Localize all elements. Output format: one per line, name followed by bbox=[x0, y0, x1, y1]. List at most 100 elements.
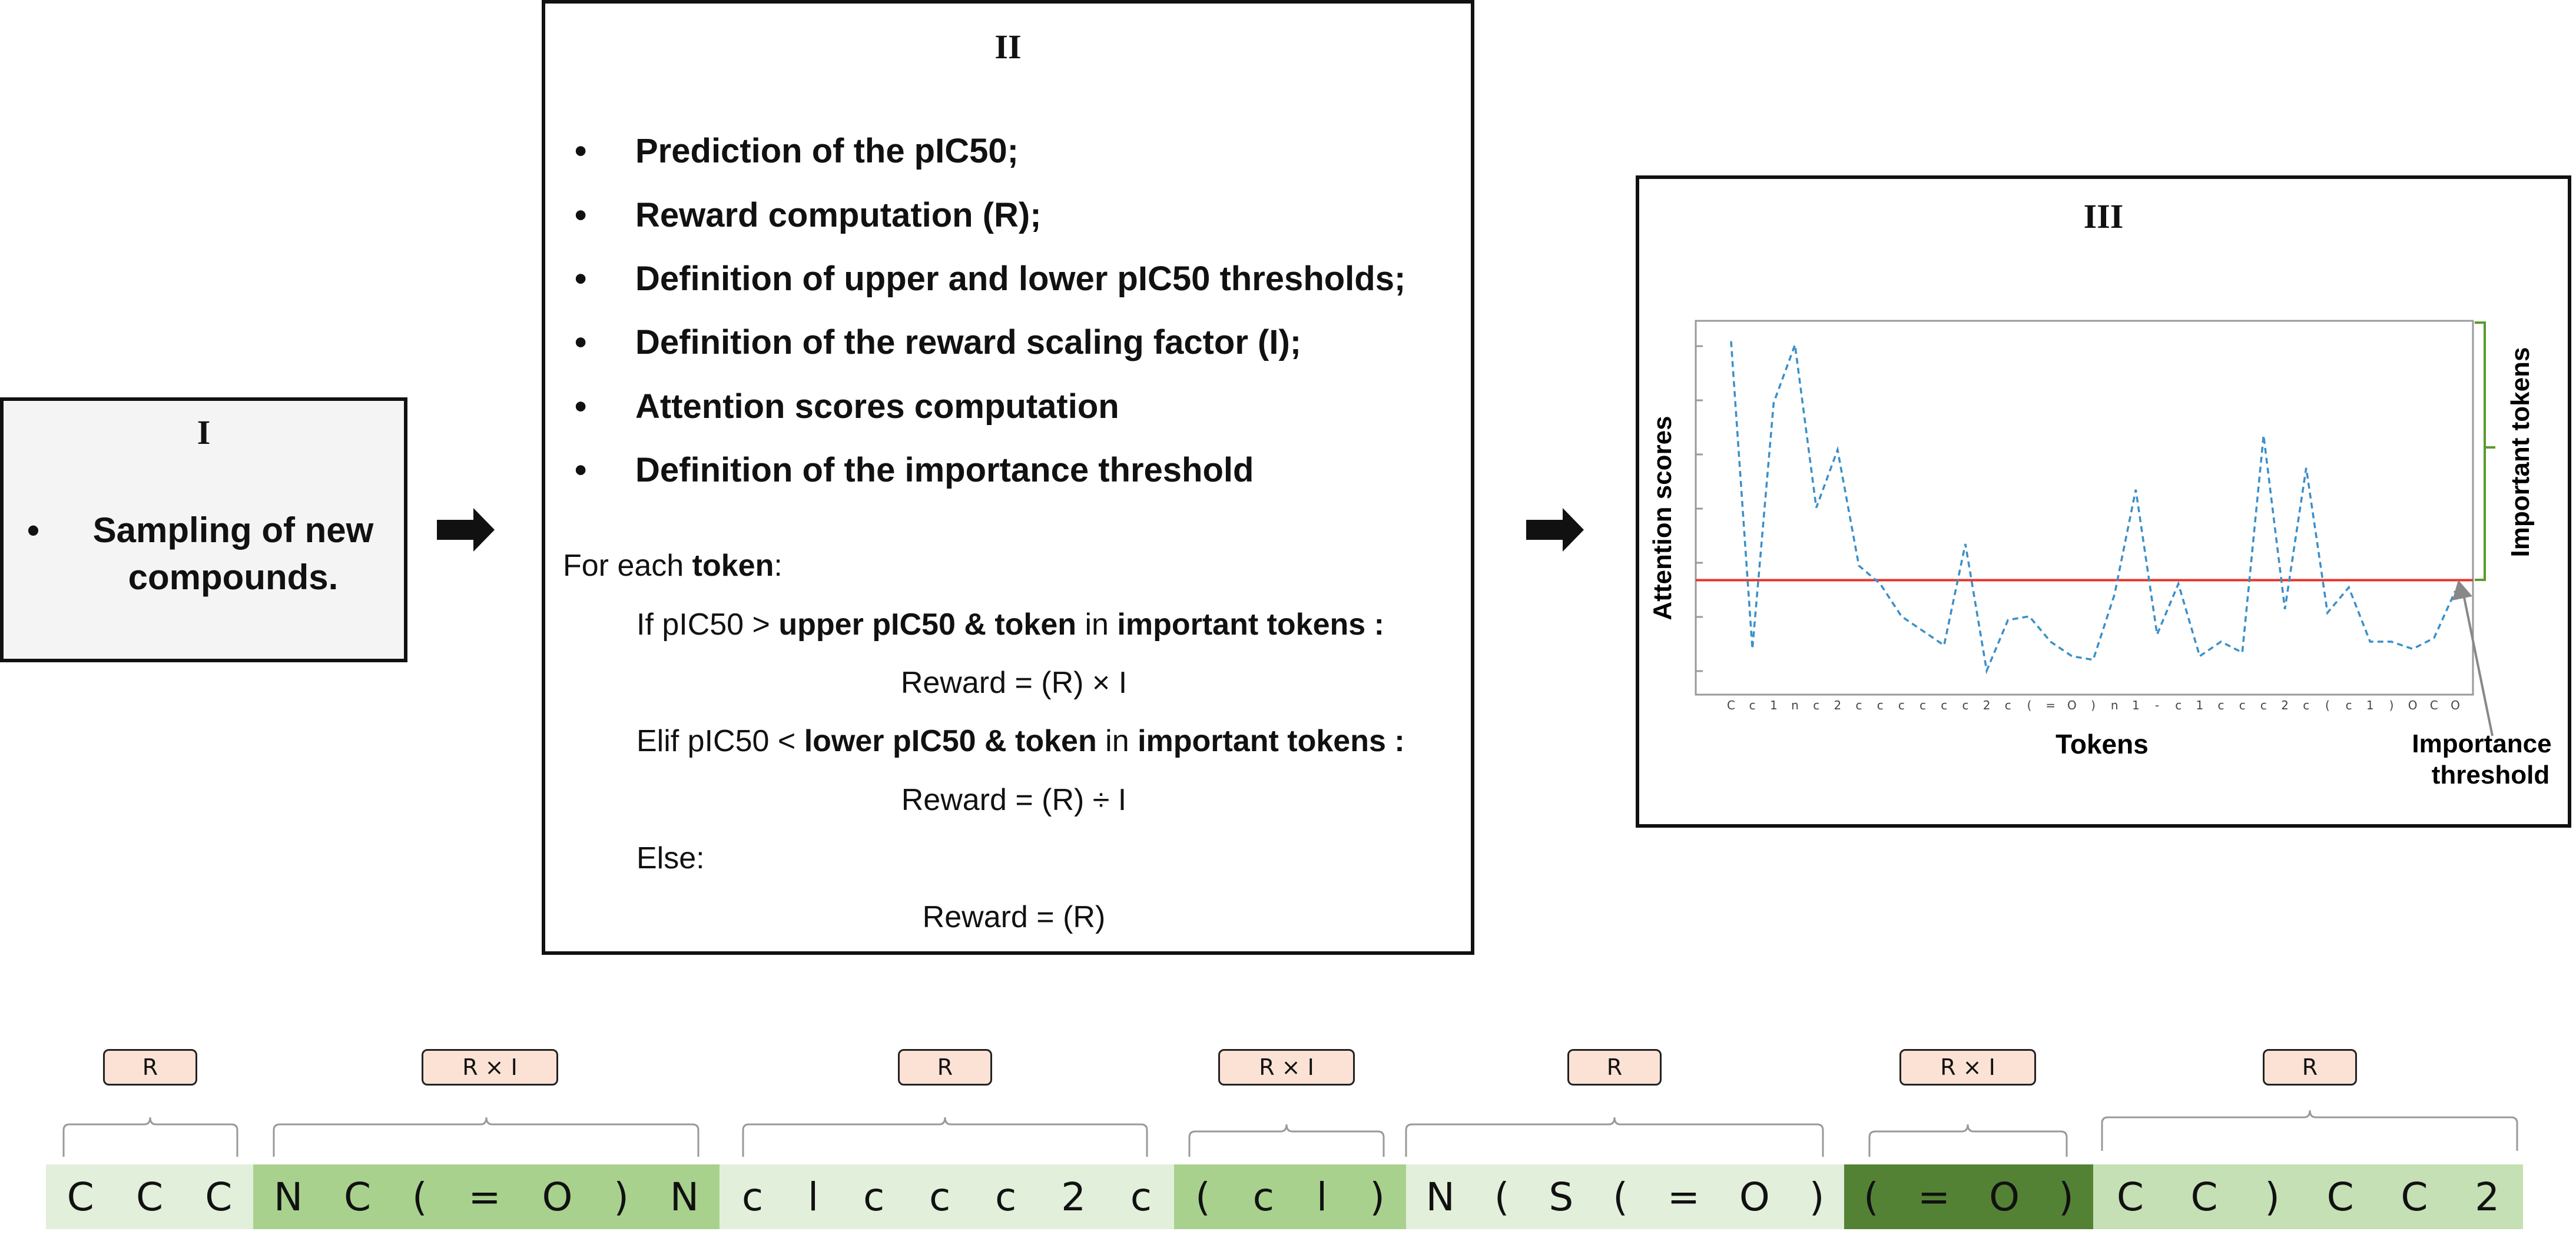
x-tick-label: c bbox=[2303, 698, 2309, 712]
x-tick-label: c bbox=[2239, 698, 2246, 712]
sequence-token: l bbox=[807, 1174, 819, 1220]
sequence-token: ) bbox=[2265, 1174, 2280, 1220]
sequence-token: = bbox=[1917, 1174, 1951, 1220]
x-tick-label: ( bbox=[2325, 698, 2330, 712]
y-ticks bbox=[1696, 345, 1703, 672]
x-tick-label: c bbox=[1749, 698, 1756, 712]
attention-series-line bbox=[1730, 341, 2456, 675]
reward-divide-line: Reward = (R) ÷ I bbox=[901, 783, 1127, 817]
threshold-pointer-arrow bbox=[2461, 588, 2494, 736]
sequence-token: c bbox=[863, 1174, 885, 1220]
x-tick-label: ) bbox=[2389, 698, 2394, 712]
reward-label: R bbox=[2263, 1049, 2357, 1086]
x-tick-label: c bbox=[1941, 698, 1947, 712]
x-tick-label: 1 bbox=[2196, 698, 2204, 712]
sequence-token: = bbox=[1667, 1174, 1700, 1220]
panel-2-numeral: II bbox=[994, 28, 1022, 66]
sequence-segment: (= O) bbox=[1844, 1164, 2093, 1229]
sequence-token: O bbox=[542, 1174, 573, 1220]
important-tokens-bracket bbox=[2475, 321, 2495, 581]
sequence-token: c bbox=[1130, 1174, 1152, 1220]
sequence-token: C bbox=[2116, 1174, 2144, 1220]
sequence-token: ) bbox=[1809, 1174, 1825, 1220]
sequence-token: C bbox=[344, 1174, 372, 1220]
for-each-line: For each token: bbox=[563, 549, 783, 583]
sequence-token: N bbox=[1425, 1174, 1455, 1220]
x-tick-label: c bbox=[1856, 698, 1862, 712]
brace bbox=[1868, 1124, 2068, 1157]
sequence-token: C bbox=[135, 1174, 164, 1220]
x-tick-label: 1 bbox=[2366, 698, 2374, 712]
importance-threshold-label-2: threshold bbox=[2432, 761, 2550, 789]
x-tick-label: n bbox=[1791, 698, 1799, 712]
x-tick-label: O bbox=[2408, 698, 2418, 712]
x-tick-label: c bbox=[1877, 698, 1884, 712]
sequence-token: c bbox=[741, 1174, 764, 1220]
x-tick-label: 1 bbox=[2132, 698, 2140, 712]
x-tick-label: - bbox=[2155, 698, 2159, 712]
sequence-token: ) bbox=[1370, 1174, 1385, 1220]
panel-3-numeral: III bbox=[2083, 197, 2124, 235]
x-tick-label: ( bbox=[2027, 698, 2032, 712]
x-tick-label: c bbox=[2260, 698, 2267, 712]
importance-threshold-label-1: Importance bbox=[2412, 729, 2551, 758]
sequence-token: l bbox=[1316, 1174, 1328, 1220]
x-axis-label: Tokens bbox=[2056, 729, 2149, 759]
sequence-token: 2 bbox=[2475, 1174, 2500, 1220]
important-tokens-label: Important tokens bbox=[2506, 347, 2535, 557]
sequence-token: c bbox=[995, 1174, 1017, 1220]
panel-1-numeral: I bbox=[197, 413, 211, 452]
sequence-token: C bbox=[2326, 1174, 2354, 1220]
x-tick-label: c bbox=[2175, 698, 2182, 712]
sequence-token: c bbox=[1252, 1174, 1274, 1220]
panel-sampling: I • Sampling of new compounds. bbox=[0, 397, 407, 662]
x-tick-label: C bbox=[2430, 698, 2438, 712]
x-tick-label: c bbox=[1813, 698, 1819, 712]
bullet: • bbox=[27, 510, 40, 550]
x-tick-label: c bbox=[2346, 698, 2352, 712]
x-tick-label: n bbox=[2111, 698, 2119, 712]
sequence-token: C bbox=[67, 1174, 94, 1220]
reward-plain-line: Reward = (R) bbox=[922, 900, 1106, 934]
x-tick-label: O bbox=[2067, 698, 2077, 712]
sequence-token: N bbox=[273, 1174, 303, 1220]
x-tick-label: ) bbox=[2091, 698, 2096, 712]
brace bbox=[2101, 1110, 2518, 1151]
sequence-token: ( bbox=[1195, 1174, 1211, 1220]
sequence-token: N bbox=[669, 1174, 699, 1220]
sequence-token: C bbox=[2190, 1174, 2218, 1220]
right-arrow-icon bbox=[1526, 508, 1584, 552]
sequence-segment: N C(= O) N bbox=[253, 1164, 720, 1229]
brace bbox=[273, 1117, 699, 1157]
reward-label: R bbox=[1567, 1049, 1662, 1086]
sequence-token: ( bbox=[1864, 1174, 1879, 1220]
arrowhead-icon bbox=[2452, 580, 2472, 600]
sequence-token: ) bbox=[614, 1174, 629, 1220]
sequence-token: S bbox=[1549, 1174, 1574, 1220]
x-tick-label: 2 bbox=[1983, 698, 1991, 712]
brace bbox=[742, 1117, 1148, 1157]
sequence-token: ( bbox=[412, 1174, 427, 1220]
x-tick-label: 1 bbox=[1770, 698, 1778, 712]
sequence-token: ( bbox=[1494, 1174, 1510, 1220]
sequence-token: O bbox=[1739, 1174, 1770, 1220]
sequence-token: ) bbox=[2058, 1174, 2074, 1220]
panel-procedure: II • Prediction of the pIC50; • Reward com… bbox=[542, 0, 1474, 955]
reward-label: R bbox=[103, 1049, 197, 1086]
x-tick-label: C bbox=[1727, 698, 1735, 712]
brace bbox=[62, 1117, 238, 1157]
sequence-token: 2 bbox=[1061, 1174, 1086, 1220]
x-tick-label: O bbox=[2451, 698, 2460, 712]
x-tick-label: = bbox=[2045, 698, 2056, 712]
right-arrow-icon bbox=[437, 508, 495, 552]
panel-1-text: Sampling of new compounds. bbox=[92, 510, 374, 597]
reward-label: R × I bbox=[422, 1049, 558, 1086]
reward-multiply-line: Reward = (R) × I bbox=[900, 666, 1128, 700]
sequence-token: ( bbox=[1613, 1174, 1628, 1220]
sequence-token: c bbox=[929, 1174, 951, 1220]
x-tick-label: 2 bbox=[2281, 698, 2289, 712]
